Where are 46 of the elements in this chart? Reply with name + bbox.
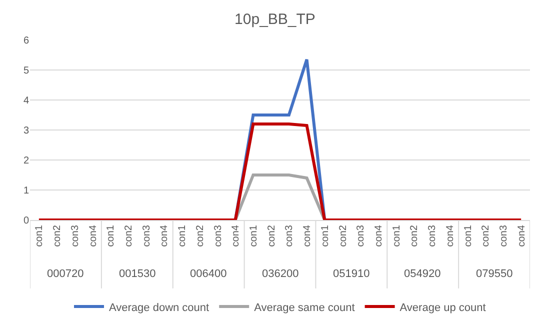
x-tick-label: con3 — [70, 224, 81, 247]
x-tick-label: con2 — [480, 224, 492, 247]
x-tick-label: con3 — [356, 224, 367, 247]
text: 079550 — [476, 268, 513, 280]
x-tick-label: con4 — [516, 224, 528, 247]
x-tick-label: con2 — [338, 224, 349, 247]
x-tick-label: con1 — [391, 224, 402, 247]
legend-label: Average down count — [109, 302, 210, 314]
x-tick-label: con3 — [284, 224, 296, 247]
x-tick-label: con3 — [141, 224, 152, 247]
x-tick-label: con2 — [52, 224, 64, 247]
y-tick-label: 2 — [23, 156, 30, 166]
y-tick-label: 6 — [23, 36, 30, 46]
y-tick-label: 3 — [23, 126, 30, 136]
y-tick-label: 1 — [23, 186, 30, 196]
text: 000720 — [47, 268, 84, 280]
x-tick-label: con4 — [88, 224, 99, 247]
text: 006400 — [190, 268, 227, 280]
y-tick-label: 4 — [23, 96, 30, 106]
x-tick-label: con1 — [248, 224, 260, 247]
text: 001530 — [119, 268, 156, 280]
x-tick-label: con1 — [106, 224, 117, 247]
x-tick-label: con4 — [230, 224, 242, 247]
x-tick-label: con4 — [302, 224, 314, 247]
x-tick-label: con1 — [462, 224, 474, 247]
x-tick-label: con2 — [266, 224, 278, 247]
x-tick-label: con1 — [320, 224, 331, 247]
x-tick-label: con3 — [427, 224, 438, 247]
legend-label: Average up count — [400, 302, 486, 314]
text: 054920 — [404, 268, 441, 280]
x-tick-label: con1 — [177, 224, 188, 247]
x-tick-label: con3 — [212, 224, 224, 247]
x-tick-label: con2 — [194, 224, 206, 247]
x-tick-label: con1 — [34, 224, 46, 247]
x-tick-label: con4 — [444, 224, 456, 247]
x-tick-label: con3 — [498, 224, 510, 247]
y-tick-label: 5 — [23, 66, 30, 76]
chart-title: 10p_BB_TP — [234, 10, 316, 28]
y-tick-label: 0 — [23, 216, 30, 226]
text: 036200 — [262, 268, 299, 280]
legend-label: Average same count — [254, 302, 355, 314]
x-tick-label: con2 — [123, 224, 134, 247]
x-tick-label: con4 — [159, 224, 170, 247]
x-tick-label: con4 — [373, 224, 384, 247]
text: 051910 — [333, 268, 370, 280]
x-tick-label: con2 — [409, 224, 420, 247]
